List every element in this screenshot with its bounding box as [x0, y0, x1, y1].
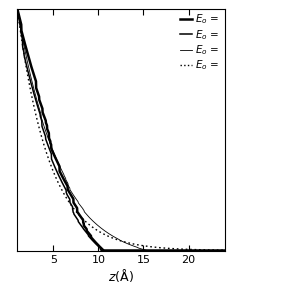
X-axis label: $z$($\rm\AA$): $z$($\rm\AA$): [108, 267, 134, 284]
Legend: $E_o$ = , $E_o$ = , $E_o$ = , $E_o$ = : $E_o$ = , $E_o$ = , $E_o$ = , $E_o$ =: [179, 12, 221, 73]
